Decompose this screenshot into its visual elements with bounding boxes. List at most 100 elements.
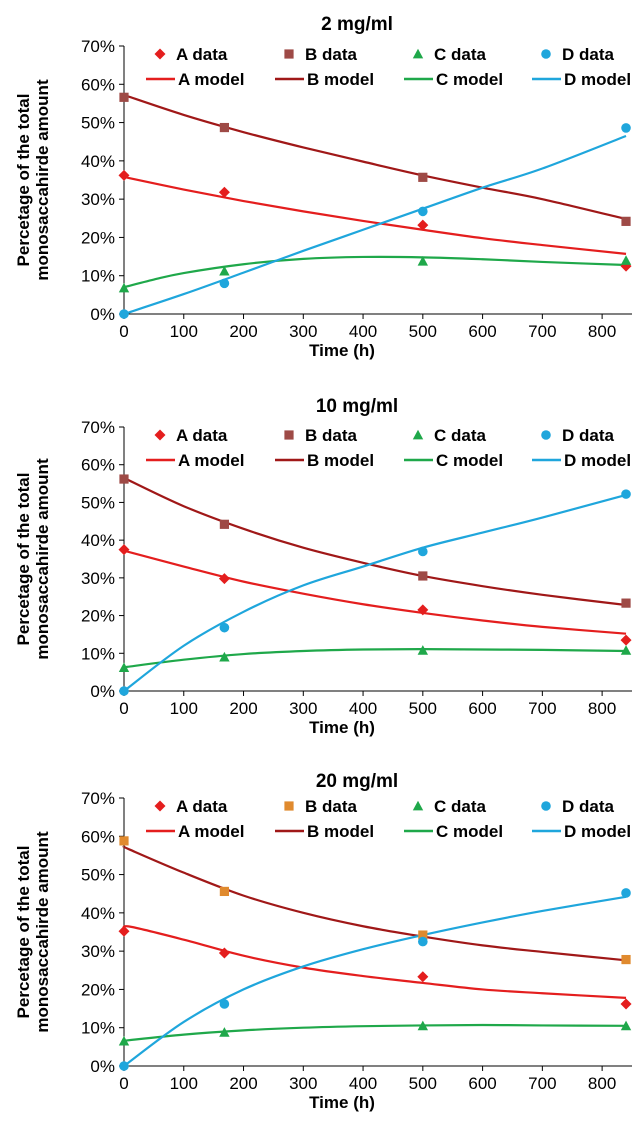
x-tick-label: 600 [468,1074,496,1093]
legend-label: A data [176,426,228,445]
x-tick-label: 400 [349,322,377,341]
y-tick-label: 10% [81,267,115,286]
legend-entry-b-model: B model [275,70,374,89]
series-line-d-model [123,134,627,316]
legend-entry-c-data: C data [412,797,487,816]
legend-entry-b-model: B model [275,451,374,470]
data-point [418,571,428,581]
legend-entry-d-model: D model [532,451,631,470]
y-tick-label: 50% [81,114,115,133]
data-point [418,930,428,940]
x-tick-label: 200 [229,699,257,718]
chart-panel-1: 2 mg/ml 0% 10% 20% 30% 40% 50% 60% 70% 0 100 200 300… [14,14,632,360]
legend-entry-d-model: D model [532,822,631,841]
legend-label: C model [436,70,503,89]
y-tick-label: 0% [90,1057,115,1076]
legend-entry-c-model: C model [404,451,503,470]
data-point [417,219,429,231]
data-point [118,169,130,181]
data-point [118,925,130,937]
legend-marker [154,800,166,812]
x-tick-label: 500 [409,322,437,341]
legend-label: D model [564,70,631,89]
legend-label: C data [434,797,487,816]
legend-marker [541,430,551,440]
y-tick-label: 10% [81,644,115,663]
x-tick-label: 700 [528,1074,556,1093]
data-point [119,309,129,319]
series-line-a-model [123,549,627,635]
x-tick-label: 800 [588,699,616,718]
data-point [218,573,230,585]
legend-label: B data [305,45,358,64]
data-point [417,971,429,983]
y-tick-label: 70% [81,789,115,808]
legend-entry-a-model: A model [146,451,244,470]
series-b-data [119,474,631,608]
legend-entry-b-model: B model [275,822,374,841]
data-point [118,662,130,673]
x-tick-label: 800 [588,322,616,341]
chart-title: 2 mg/ml [321,14,393,35]
legend-entry-d-data: D data [541,797,615,816]
x-tick-label: 100 [170,699,198,718]
x-tick-label: 0 [119,699,128,718]
chart-title: 10 mg/ml [316,396,398,417]
legend-marker [541,801,551,811]
data-point [621,123,631,133]
data-point [219,122,230,133]
legend-marker [284,430,294,440]
series-line-b-model [123,93,627,221]
legend-marker [154,48,166,60]
data-point [620,645,632,655]
legend-label: D data [562,426,615,445]
series-d-data [119,489,631,696]
y-tick-label: 0% [90,305,115,324]
data-point [219,999,230,1009]
legend-entry-b-data: B data [284,426,358,445]
series-line-d-model [123,493,627,692]
data-point [418,936,428,947]
legend-entry-a-model: A model [146,822,244,841]
y-axis-label-line-2: monosaccahirde amount [33,831,52,1033]
legend-entry-b-data: B data [284,45,358,64]
series-b-data [119,92,631,226]
legend-entry-c-data: C data [412,45,487,64]
x-tick-label: 300 [289,1074,317,1093]
legend-label: C model [436,451,503,470]
data-point [219,519,230,529]
y-axis-label-line-2: monosaccahirde amount [33,458,52,660]
y-tick-label: 60% [81,75,115,94]
legend-marker [412,800,424,811]
x-tick-label: 800 [588,1074,616,1093]
data-point [219,622,230,633]
series-b-data [119,836,631,965]
series-line-b-model [122,845,627,962]
series-a-data [118,544,632,646]
y-tick-label: 60% [81,456,115,475]
data-point [119,92,129,102]
legend-entry-d-data: D data [541,45,615,64]
legend-entry-d-model: D model [532,70,631,89]
data-point [621,489,631,499]
data-point [219,278,230,289]
chart-title: 20 mg/ml [316,771,398,792]
y-tick-label: 70% [81,418,115,437]
legend-label: A model [178,70,244,89]
series-line-d-model [123,895,627,1067]
legend-label: A model [178,451,244,470]
legend-entry-b-data: B data [284,797,358,816]
y-axis-label-line-1: Percetage of the total [14,94,33,267]
legend-label: D model [564,822,631,841]
legend-label: C model [436,822,503,841]
data-point [621,216,631,226]
data-point [417,604,429,616]
y-axis-label-line-1: Percetage of the total [14,846,33,1019]
x-tick-label: 400 [349,1074,377,1093]
y-tick-label: 40% [81,152,115,171]
data-point [620,255,632,265]
legend-marker [541,49,551,59]
legend-entry-a-data: A data [154,426,228,445]
series-line-b-model [123,476,627,607]
